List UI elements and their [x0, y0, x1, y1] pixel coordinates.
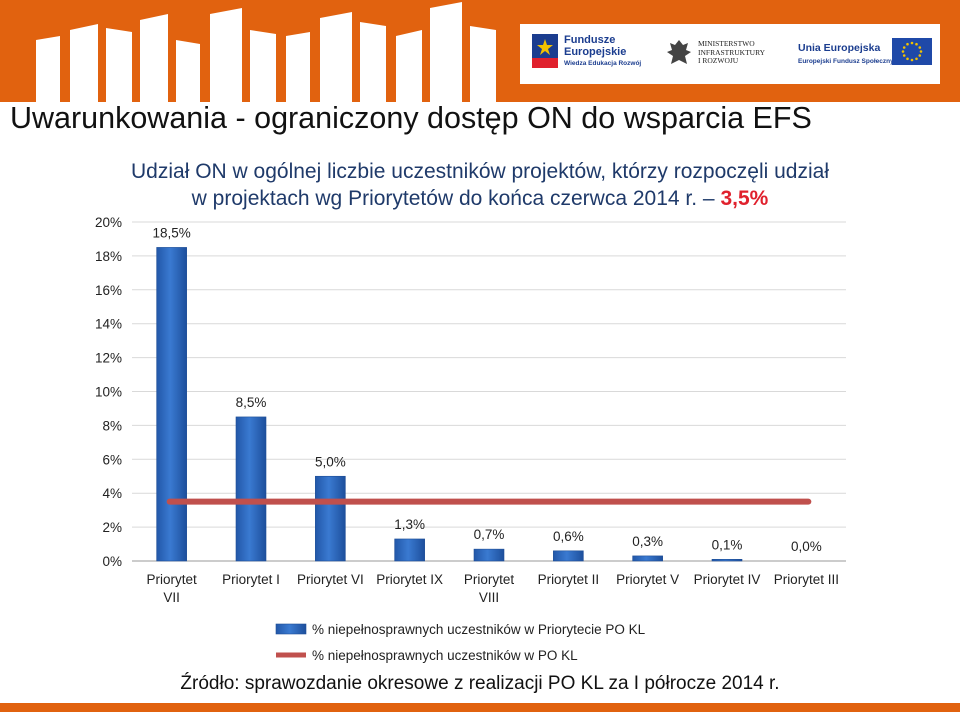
bar	[315, 475, 346, 562]
subtitle-line2-text: w projektach wg Priorytetów do końca cze…	[191, 187, 715, 210]
y-tick-label: 12%	[95, 351, 122, 366]
ministry-name: MINISTERSTWO INFRASTRUKTURY I ROZWOJU	[698, 39, 766, 66]
x-tick-label: Priorytet I	[222, 572, 280, 587]
bar-value-label: 8,5%	[236, 395, 267, 410]
x-tick-label: Priorytet II	[538, 572, 600, 587]
ministry-line3: I ROZWOJU	[698, 56, 739, 65]
y-tick-label: 16%	[95, 283, 122, 298]
eagle-emblem-icon	[667, 40, 691, 64]
footer-band	[0, 703, 960, 712]
bar-value-label: 0,1%	[712, 537, 743, 552]
subtitle-line2: w projektach wg Priorytetów do końca cze…	[60, 185, 900, 212]
bar-value-label: 0,0%	[791, 539, 822, 554]
ministry-line1: MINISTERSTWO	[698, 39, 755, 48]
eu-logo: Unia Europejska Europejski Fundusz Społe…	[798, 38, 934, 78]
x-tick-label: Priorytet	[147, 572, 198, 587]
ministry-line2: INFRASTRUKTURY	[698, 47, 766, 57]
x-tick-label: Priorytet	[464, 572, 515, 587]
bar	[632, 555, 663, 562]
bar-value-label: 1,3%	[394, 517, 425, 532]
legend-bar-label: % niepełnosprawnych uczestników w Priory…	[312, 622, 646, 637]
y-tick-label: 20%	[95, 215, 122, 230]
bar-value-label: 0,7%	[474, 527, 505, 542]
y-tick-label: 18%	[95, 249, 122, 264]
bar	[473, 548, 505, 562]
x-tick-label: Priorytet III	[774, 572, 839, 587]
y-tick-label: 4%	[102, 486, 122, 501]
y-tick-label: 0%	[102, 554, 122, 569]
bar	[553, 550, 584, 562]
x-tick-label: VII	[163, 590, 180, 605]
eu-subtitle: Europejski Fundusz Społeczny	[798, 58, 894, 65]
x-tick-label: Priorytet IV	[694, 572, 761, 587]
subtitle-value-highlight: 3,5%	[720, 187, 769, 210]
bar-value-label: 0,3%	[632, 534, 663, 549]
logos-panel: Fundusze Europejskie Wiedza Edukacja Roz…	[520, 24, 940, 84]
y-tick-label: 2%	[102, 520, 122, 535]
x-tick-label: VIII	[479, 590, 499, 605]
header-band: Fundusze Europejskie Wiedza Edukacja Roz…	[0, 0, 960, 102]
ministry-logo: MINISTERSTWO INFRASTRUKTURY I ROZWOJU	[666, 38, 786, 78]
x-tick-label: Priorytet V	[616, 572, 679, 587]
subtitle-line1: Udział ON w ogólnej liczbie uczestników …	[131, 160, 829, 183]
source-note: Źródło: sprawozdanie okresowe z realizac…	[180, 673, 780, 694]
legend-bar-swatch	[275, 623, 307, 635]
fe-title-line2: Europejskie	[564, 46, 627, 58]
bar	[394, 538, 425, 562]
bar	[711, 559, 743, 562]
eu-flag-icon	[892, 38, 932, 65]
bar-value-label: 0,6%	[553, 529, 584, 544]
bar	[156, 247, 187, 562]
fe-subtitle: Wiedza Edukacja Rozwój	[564, 60, 642, 67]
slide-title: Uwarunkowania - ograniczony dostęp ON do…	[10, 101, 812, 135]
x-tick-label: Priorytet IX	[376, 572, 443, 587]
bar	[235, 416, 267, 562]
fe-title-line1: Fundusze	[564, 34, 616, 46]
bar-value-label: 18,5%	[153, 225, 191, 240]
x-tick-label: Priorytet VI	[297, 572, 364, 587]
y-tick-label: 8%	[102, 418, 122, 433]
building-shapes-graphic	[36, 2, 496, 102]
y-tick-label: 6%	[102, 452, 122, 467]
fe-title: Fundusze Europejskie	[564, 34, 626, 58]
chart-subtitle: Udział ON w ogólnej liczbie uczestników …	[60, 158, 900, 212]
bar-value-label: 5,0%	[315, 454, 346, 469]
fe-star-icon	[532, 34, 558, 68]
legend-line-label: % niepełnosprawnych uczestników w PO KL	[312, 648, 578, 663]
y-tick-label: 10%	[95, 385, 122, 400]
fundusze-europejskie-logo: Fundusze Europejskie Wiedza Edukacja Roz…	[532, 32, 642, 78]
y-tick-label: 14%	[95, 317, 122, 332]
eu-title: Unia Europejska	[798, 42, 881, 54]
